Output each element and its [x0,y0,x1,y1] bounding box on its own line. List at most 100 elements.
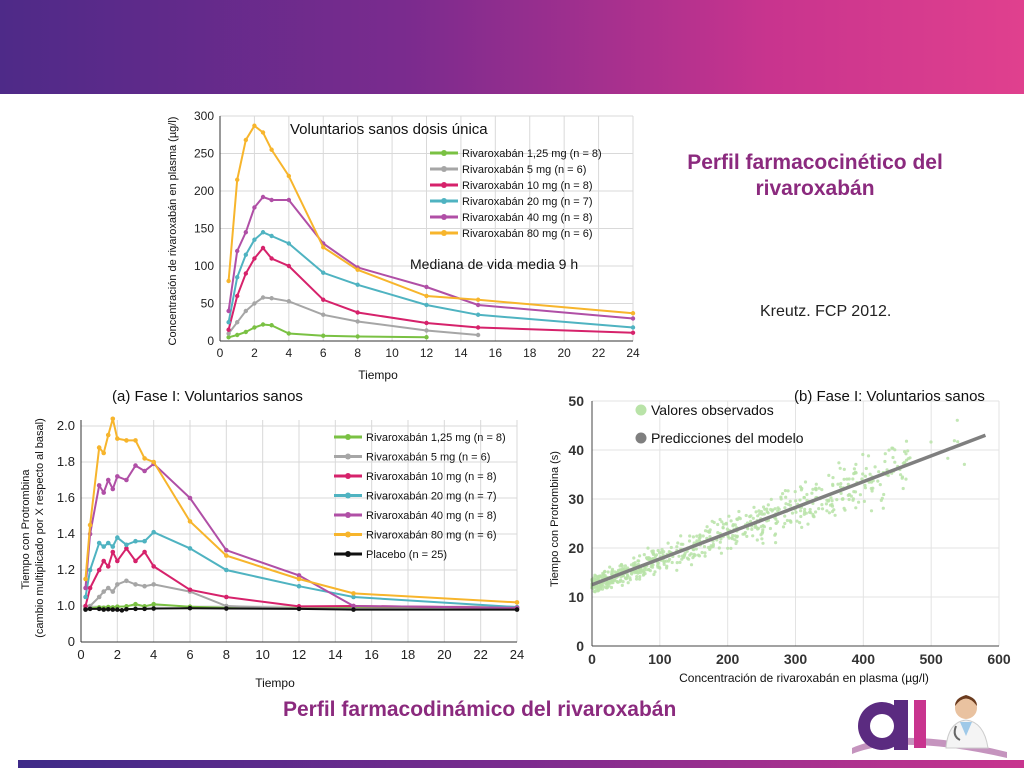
sc-observed-point [864,466,868,471]
sc-observed-point [881,506,885,510]
sc-observed-point [863,483,867,487]
sc-observed-point [854,462,858,466]
sc-observed-point [630,572,634,576]
pd-data-point [133,538,138,544]
sc-observed-point [620,583,624,587]
sc-observed-point [820,503,824,507]
sc-observed-point [768,526,772,531]
pk-data-point [355,310,360,315]
sc-observed-point [788,499,792,503]
pk-legend-label: Rivaroxabán 80 mg (n = 6) [462,228,593,240]
pd-ytick-label: 1.8 [57,454,75,469]
pk-xtick-label: 16 [489,346,503,360]
sc-observed-point [763,507,767,511]
citation: Kreutz. FCP 2012. [760,303,892,320]
sc-observed-point [873,465,877,469]
sc-observed-point [642,572,646,576]
sc-observed-point [730,537,734,541]
pd-data-point [105,564,111,569]
sc-observed-point [608,565,612,569]
sc-observed-point [790,511,795,515]
sc-x-axis-label: Concentración de rivaroxabán en plasma (… [679,671,929,685]
pk-series-line [227,246,634,334]
pd-ytick-label: 1.6 [57,490,75,505]
sc-observed-point [745,534,749,538]
pd-data-point [115,607,120,612]
pd-legend-marker [345,512,351,518]
pk-xtick-label: 10 [385,346,399,360]
pk-data-point [269,147,274,152]
sc-observed-point [794,499,798,503]
brand-logo [852,695,1007,758]
sc-observed-point [716,531,720,535]
sc-observed-point [904,477,908,481]
sc-observed-point [861,472,865,476]
sc-observed-point [653,570,657,574]
sc-observed-point [650,565,655,569]
sc-observed-point [956,440,960,444]
sc-xtick-label: 200 [716,651,740,667]
sc-observed-point [830,502,834,507]
pk-data-point [243,329,249,335]
pk-data-point [235,332,240,338]
sc-observed-point [731,533,735,538]
sc-observed-point [830,499,834,503]
pk-data-point [475,312,481,317]
sc-observed-point [807,510,812,514]
pd-series-line [84,546,518,609]
pk-data-point [269,296,274,301]
sc-observed-point [817,486,821,490]
pd-xtick-label: 2 [114,647,121,662]
sc-observed-point [600,587,605,591]
sc-observed-point [955,418,959,422]
pd-series-line [84,418,518,604]
pk-annotation: Mediana de vida media 9 h [410,256,578,272]
pd-data-point [224,567,229,573]
pk-data-point [630,311,636,316]
pd-data-point [124,477,129,483]
sc-observed-point [877,470,881,474]
pk-data-point [475,297,481,302]
pd-data-point [83,607,88,612]
sc-observed-point [675,545,679,549]
sc-observed-point [695,534,699,538]
sc-observed-point [869,509,874,513]
pd-data-point [296,606,302,612]
sc-observed-point [842,477,846,481]
sc-observed-point [858,493,862,497]
pd-data-point [110,544,116,549]
sc-observed-point [677,554,681,558]
sc-legend-label: Predicciones del modelo [651,430,804,446]
pd-data-point [133,582,138,587]
sc-observed-point [720,520,724,524]
sc-observed-point [632,556,636,560]
sc-observed-point [666,541,670,545]
sc-observed-point [698,535,702,539]
pk-data-point [424,284,429,290]
sc-observed-point [753,525,757,529]
sc-observed-point [760,531,764,535]
pk-legend-marker [441,230,447,236]
pd-data-point [87,522,93,528]
pk-data-point [321,245,326,250]
sc-observed-point [829,496,833,500]
pk-xtick-label: 2 [251,346,258,360]
sc-observed-point [721,526,725,530]
pk-data-point [235,275,240,280]
sc-observed-point [817,507,821,511]
pk-x-axis-label: Tiempo [358,368,398,382]
sc-observed-point [761,541,765,545]
sc-observed-point [719,551,723,555]
pd-ytick-label: 2.0 [57,418,75,433]
pk-data-point [252,301,257,306]
pk-data-point [321,297,326,302]
sc-observed-point [878,483,882,487]
sc-chart-title: (b) Fase I: Voluntarios sanos [794,388,985,405]
sc-observed-point [863,474,867,478]
pd-data-point [151,529,156,535]
sc-observed-point [737,509,741,514]
sc-observed-point [851,477,855,481]
sc-observed-point [827,511,831,515]
pk-data-point [235,320,240,325]
